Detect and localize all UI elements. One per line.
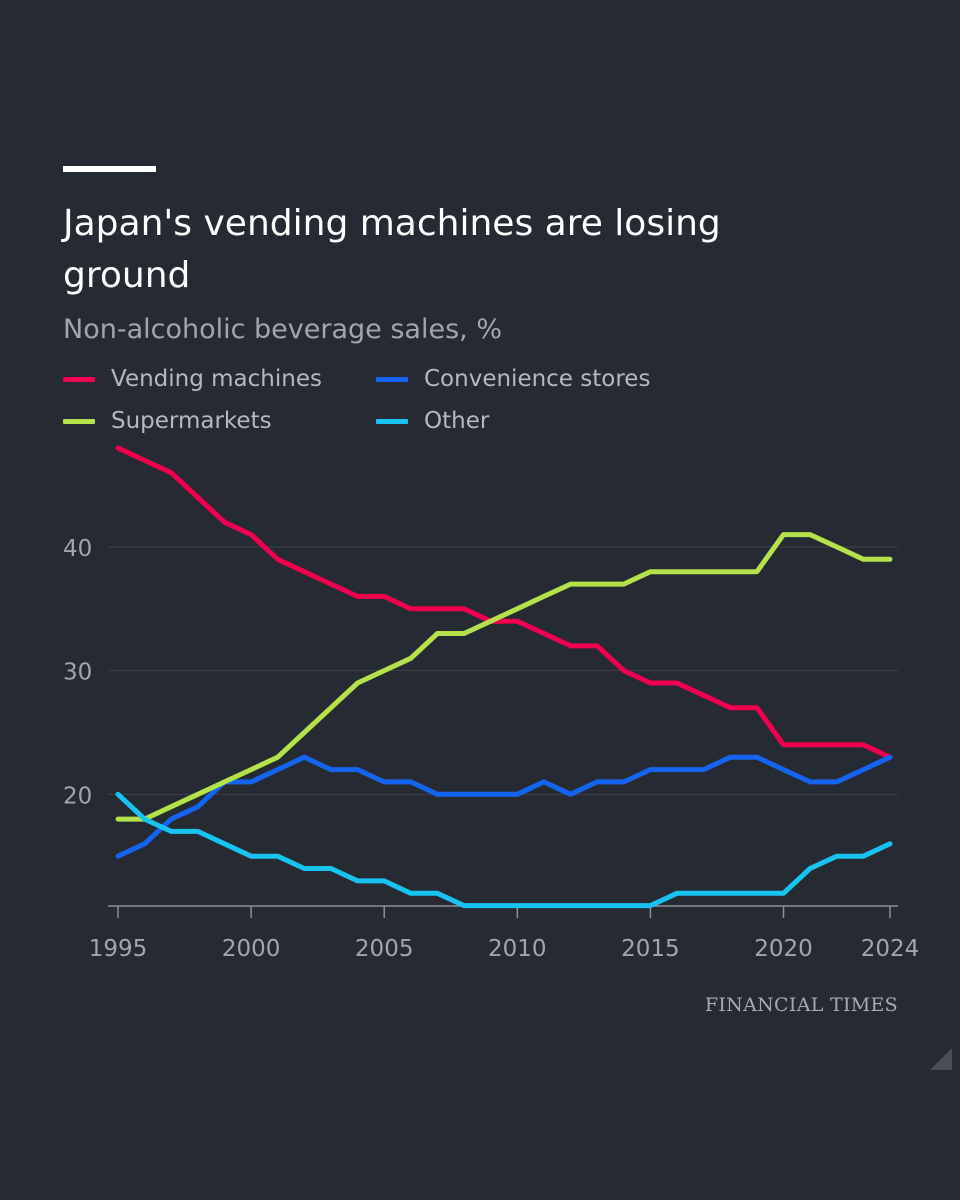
series-line-vending-machines	[115, 445, 893, 760]
x-tick-label: 2000	[222, 936, 281, 962]
series-line-other	[115, 791, 893, 909]
series-line-convenience-stores	[115, 754, 893, 859]
chart-title: Japan's vending machines are losing grou…	[63, 203, 721, 296]
legend-item-convenience-stores: Convenience stores	[376, 362, 706, 396]
x-tick-label: 2024	[861, 936, 920, 962]
legend: Vending machines Convenience stores Supe…	[63, 362, 763, 438]
legend-swatch	[376, 376, 408, 382]
legend-item-supermarkets: Supermarkets	[63, 404, 376, 438]
legend-swatch	[63, 376, 95, 382]
legend-swatch	[376, 418, 408, 424]
legend-label: Other	[424, 408, 490, 434]
x-tick-label: 1995	[89, 936, 148, 962]
x-tick-label: 2015	[621, 936, 680, 962]
y-tick-label: 40	[63, 536, 92, 562]
chart-subtitle: Non-alcoholic beverage sales, %	[63, 314, 502, 345]
x-tick-label: 2010	[488, 936, 547, 962]
legend-swatch	[63, 418, 95, 424]
legend-item-vending-machines: Vending machines	[63, 362, 376, 396]
series-line-supermarkets	[115, 532, 893, 822]
y-tick-label: 30	[63, 660, 92, 686]
x-tick-label: 2020	[754, 936, 813, 962]
legend-label: Vending machines	[111, 366, 322, 392]
x-tick-label: 2005	[355, 936, 414, 962]
top-accent-bar	[63, 166, 156, 172]
resize-corner-icon	[930, 1048, 952, 1070]
legend-item-other: Other	[376, 404, 706, 438]
legend-label: Supermarkets	[111, 408, 272, 434]
legend-label: Convenience stores	[424, 366, 651, 392]
source-credit: FINANCIAL TIMES	[704, 994, 898, 1016]
y-tick-label: 20	[63, 783, 92, 809]
